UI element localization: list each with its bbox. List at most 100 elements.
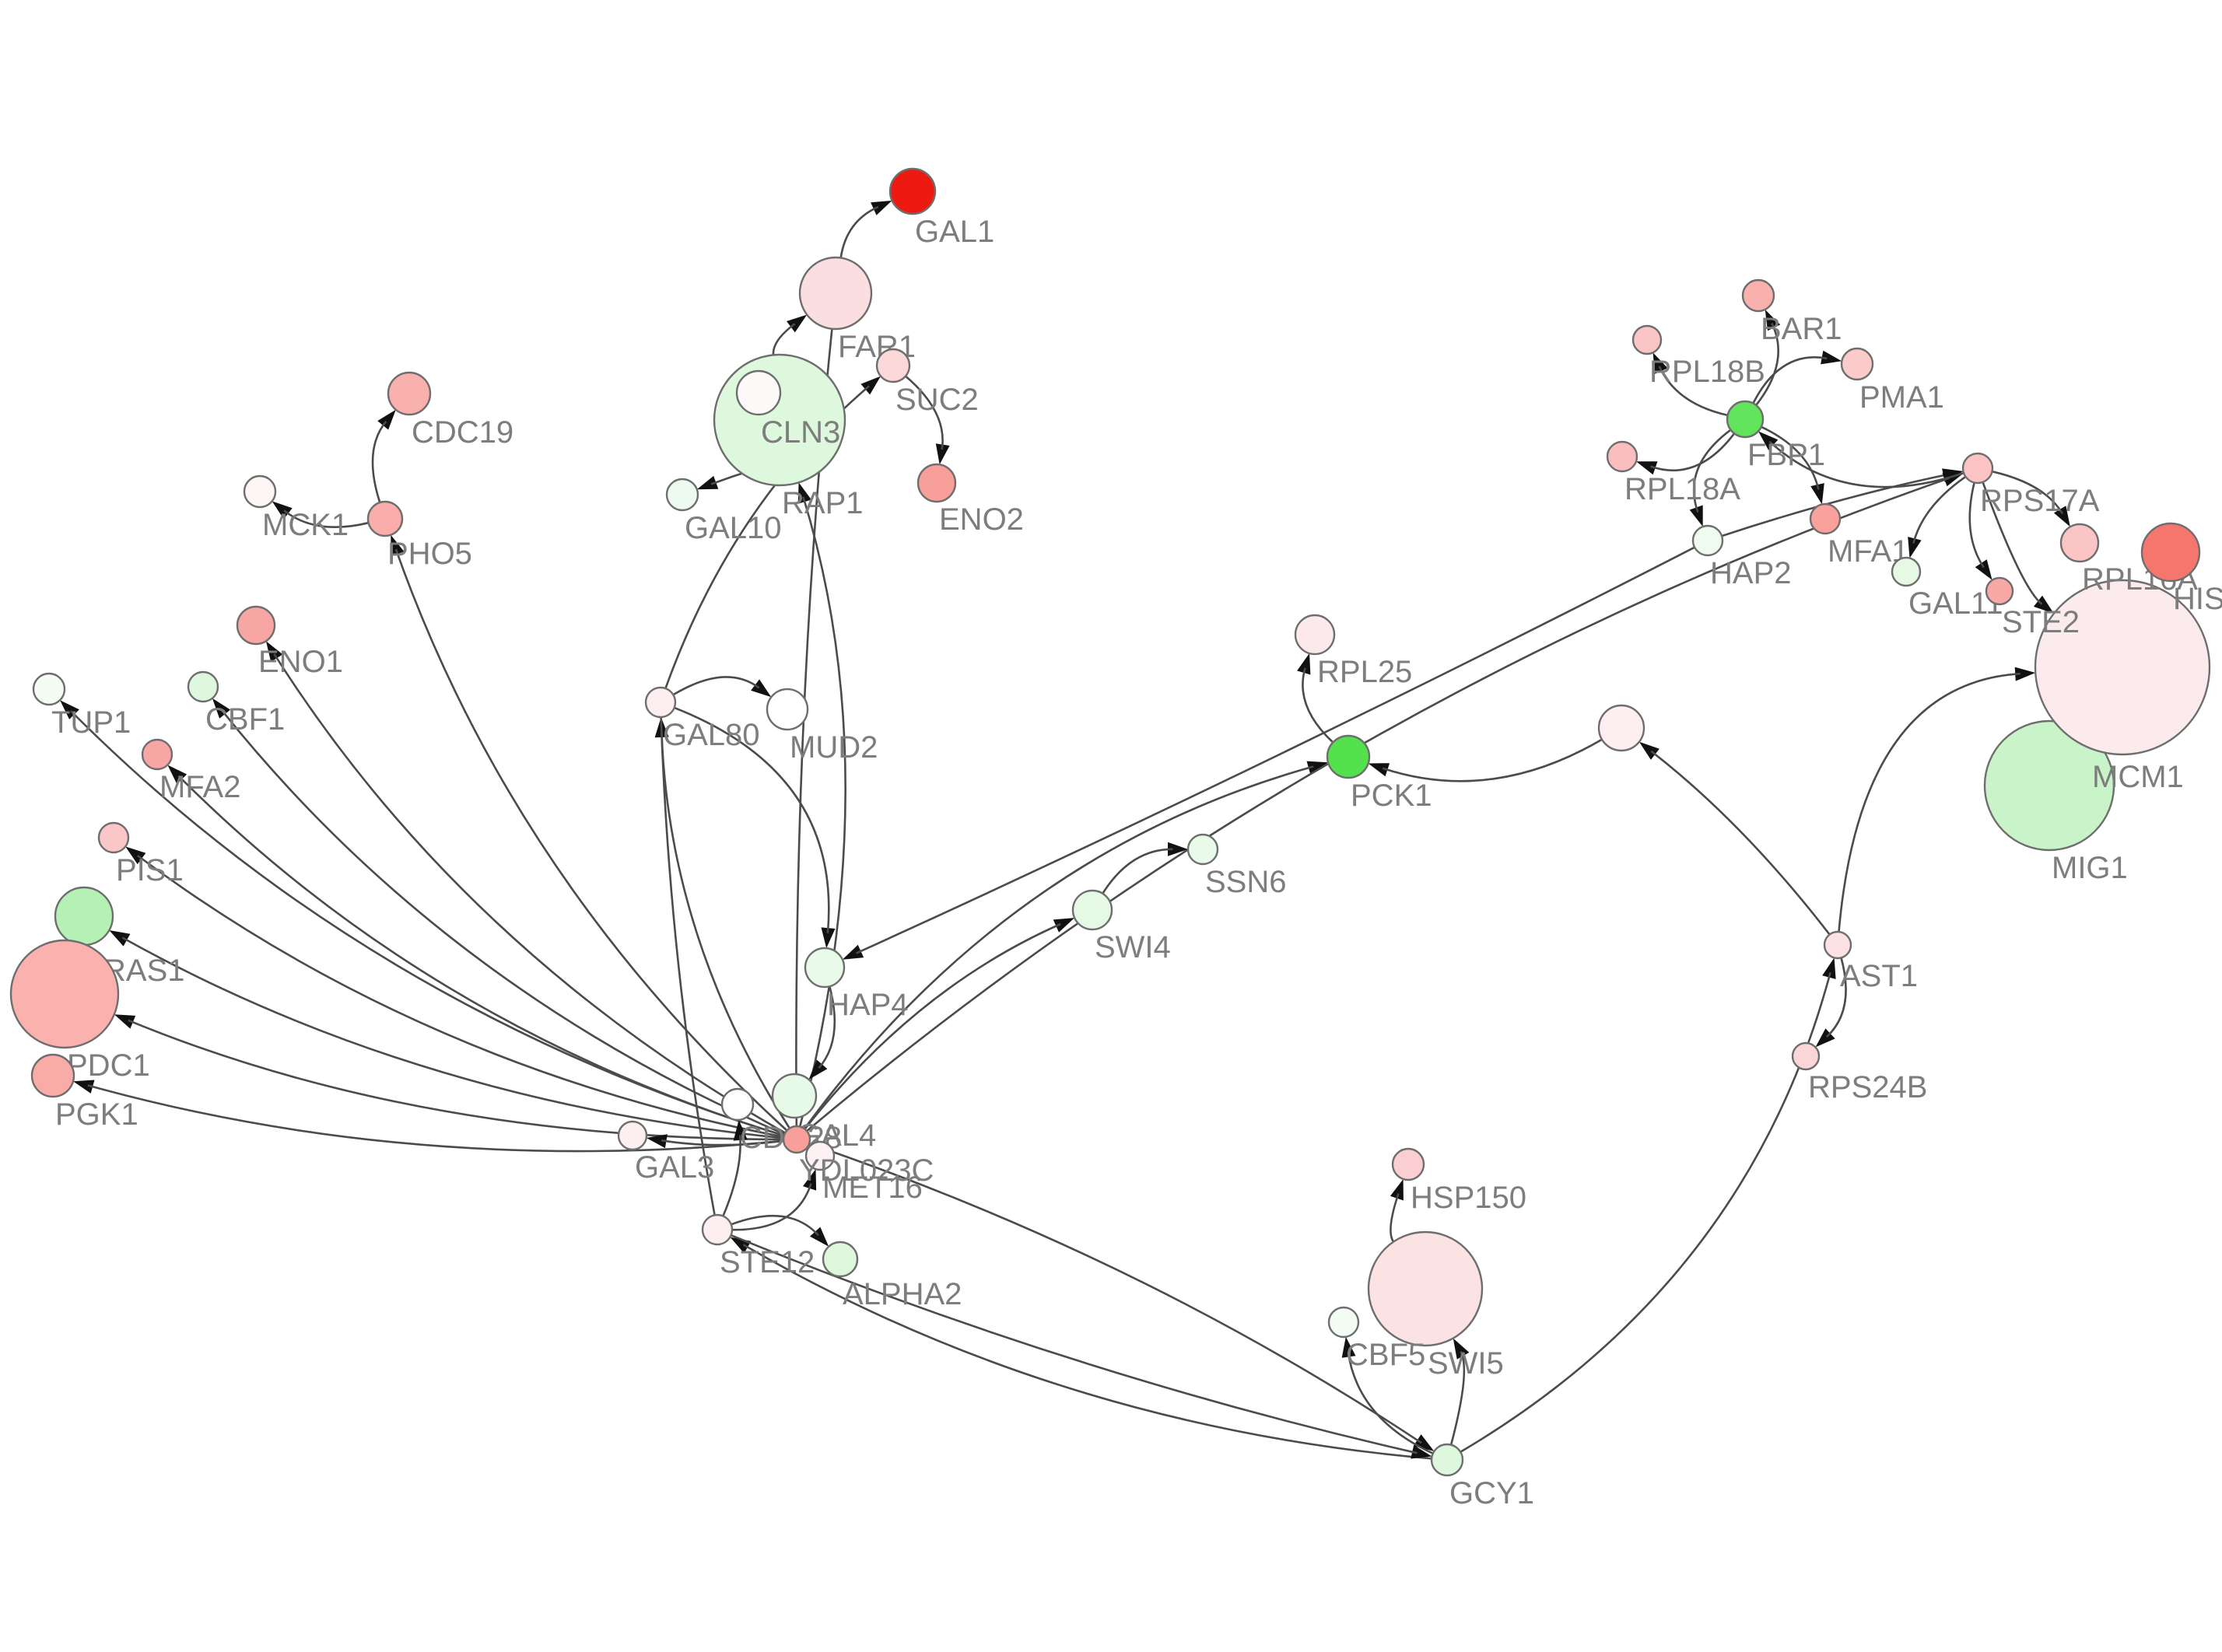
node-CBF1[interactable]	[187, 670, 219, 703]
edge-YDL023C-RAP1[interactable]	[798, 496, 846, 1127]
edge-GCY1-SWI5[interactable]	[1449, 1350, 1466, 1446]
node-PHO5[interactable]	[366, 500, 404, 537]
edge-YDL023C-PHO5[interactable]	[394, 548, 788, 1132]
node-RAS1[interactable]	[54, 886, 114, 947]
node-RPS24B[interactable]	[1791, 1041, 1821, 1071]
node-AST1[interactable]	[1823, 930, 1852, 960]
edge-AST1-MCM1[interactable]	[1838, 672, 2020, 933]
node-PGK1[interactable]	[30, 1053, 75, 1098]
edge-FBP1-BAR1[interactable]	[1755, 322, 1780, 406]
edge-YDL023C-SWI4[interactable]	[804, 922, 1061, 1130]
edge-SWI5-HSP150[interactable]	[1390, 1193, 1400, 1243]
node-HSP150[interactable]	[1391, 1147, 1425, 1181]
node-FAR1[interactable]	[798, 256, 873, 331]
edge-HAP4-GAL4[interactable]	[818, 985, 836, 1069]
edge-SWI4-SSN6[interactable]	[1102, 848, 1173, 894]
edge-YDL023C-GCY1[interactable]	[808, 1143, 1422, 1444]
node-HAP4[interactable]	[804, 947, 846, 989]
node-MUD2[interactable]	[766, 688, 809, 731]
edge-RPS17A-MCM1[interactable]	[1982, 481, 2043, 605]
node-CDC28[interactable]	[720, 1087, 755, 1122]
edge-YDL023C-GAL80[interactable]	[661, 732, 790, 1129]
node-SWI4[interactable]	[1071, 889, 1113, 931]
edge-YDL023C-MFA2[interactable]	[177, 775, 785, 1137]
node-BAR1[interactable]	[1741, 278, 1775, 313]
node-STE12[interactable]	[701, 1213, 734, 1246]
node-RPL25[interactable]	[1294, 614, 1336, 656]
edge-GAL80-HAP4[interactable]	[674, 706, 830, 933]
node-SSN6[interactable]	[1186, 833, 1219, 866]
edge-FBP1-PMA1[interactable]	[1752, 356, 1828, 404]
edge-FBP1-MFA1[interactable]	[1761, 425, 1820, 490]
node-RPL18B[interactable]	[1631, 324, 1663, 355]
node-GAL4[interactable]	[771, 1073, 818, 1119]
edge-FAR1-GAL1[interactable]	[839, 205, 879, 258]
node-ALPHA2[interactable]	[822, 1241, 859, 1278]
node-MCK1[interactable]	[243, 474, 277, 509]
node-RPS17A[interactable]	[1961, 452, 1994, 485]
edge-YDL023C-PDC1[interactable]	[128, 1019, 784, 1141]
node-SUC2[interactable]	[875, 348, 911, 383]
edge-STE12-GCY1[interactable]	[731, 1234, 1418, 1454]
node-PIS1[interactable]	[97, 821, 130, 854]
edge-GCY1-CBF5[interactable]	[1347, 1351, 1434, 1454]
node-GAL3[interactable]	[617, 1120, 648, 1151]
edge-NODE53-PCK1[interactable]	[1382, 738, 1603, 782]
node-GAL1[interactable]	[888, 167, 937, 215]
node-MFA2[interactable]	[141, 738, 173, 771]
node-CDC19[interactable]	[387, 371, 432, 416]
node-GCY1[interactable]	[1430, 1443, 1464, 1477]
node-FBP1[interactable]	[1726, 400, 1765, 439]
node-ENO2[interactable]	[916, 463, 957, 503]
edge-RAP1-FAR1[interactable]	[772, 323, 796, 355]
edge-HAP2-HAP4[interactable]	[855, 546, 1695, 954]
edge-STE12-CDC28[interactable]	[722, 1135, 741, 1217]
edge-RPS17A-STE2[interactable]	[1968, 482, 1985, 569]
node-PCK1[interactable]	[1326, 734, 1371, 779]
node-unlabeled[interactable]	[1597, 704, 1645, 752]
node-HAP2[interactable]	[1691, 524, 1724, 557]
node-GAL11[interactable]	[1891, 556, 1922, 587]
node-RPL16A[interactable]	[2059, 523, 2100, 563]
edge-YDL023C-GAL3[interactable]	[661, 1139, 784, 1146]
edge-RAP1-GAL10[interactable]	[710, 472, 744, 485]
node-PMA1[interactable]	[1840, 347, 1874, 381]
edge-AST1-NODE53[interactable]	[1650, 750, 1831, 936]
node-HIS4[interactable]	[2140, 522, 2201, 583]
node-CLN3[interactable]	[735, 369, 782, 416]
node-MFA1[interactable]	[1809, 502, 1842, 535]
node-MCM1[interactable]	[2034, 579, 2211, 756]
node-GAL10[interactable]	[665, 478, 699, 512]
edge-RPS17A-FBP1[interactable]	[1768, 440, 1964, 488]
edge-STE12-GAL80[interactable]	[660, 716, 716, 1216]
node-ENO1[interactable]	[236, 605, 276, 646]
edge-YDL023C-PGK1[interactable]	[87, 1084, 784, 1153]
edge-PHO5-MCK1[interactable]	[283, 509, 369, 529]
node-SWI5[interactable]	[1367, 1230, 1484, 1347]
node-YDL023C[interactable]	[782, 1125, 811, 1154]
node-STE2[interactable]	[1985, 576, 2014, 606]
edge-HAP2-RPS17A[interactable]	[1721, 473, 1949, 537]
edge-GAL80-MUD2[interactable]	[672, 676, 760, 696]
edge-YDL023C-CBF1[interactable]	[220, 709, 785, 1136]
edge-STE12-ALPHA2[interactable]	[731, 1214, 819, 1237]
edge-PCK1-RPL25[interactable]	[1302, 667, 1334, 744]
node-RPL18A[interactable]	[1606, 440, 1638, 473]
node-MET16[interactable]	[804, 1140, 836, 1171]
edge-AST1-RPS24B[interactable]	[1825, 957, 1847, 1038]
edge-SUC2-ENO2[interactable]	[905, 375, 944, 450]
edge-YDL023C-ENO1[interactable]	[273, 653, 786, 1134]
edge-GCY1-STE12[interactable]	[742, 1244, 1432, 1460]
edge-RPS17A-GAL11[interactable]	[1912, 475, 1967, 544]
edge-FBP1-RPL18A[interactable]	[1649, 432, 1736, 472]
edge-STE12-MET16[interactable]	[731, 1183, 812, 1231]
edge-YDL023C-RAS1[interactable]	[121, 936, 784, 1139]
edge-PHO5-CDC19[interactable]	[371, 420, 387, 503]
node-PDC1[interactable]	[9, 939, 120, 1049]
node-MIG1[interactable]	[1983, 719, 2115, 852]
node-TUP1[interactable]	[32, 672, 66, 706]
node-GAL80[interactable]	[644, 686, 677, 719]
node-CBF5[interactable]	[1327, 1306, 1360, 1339]
